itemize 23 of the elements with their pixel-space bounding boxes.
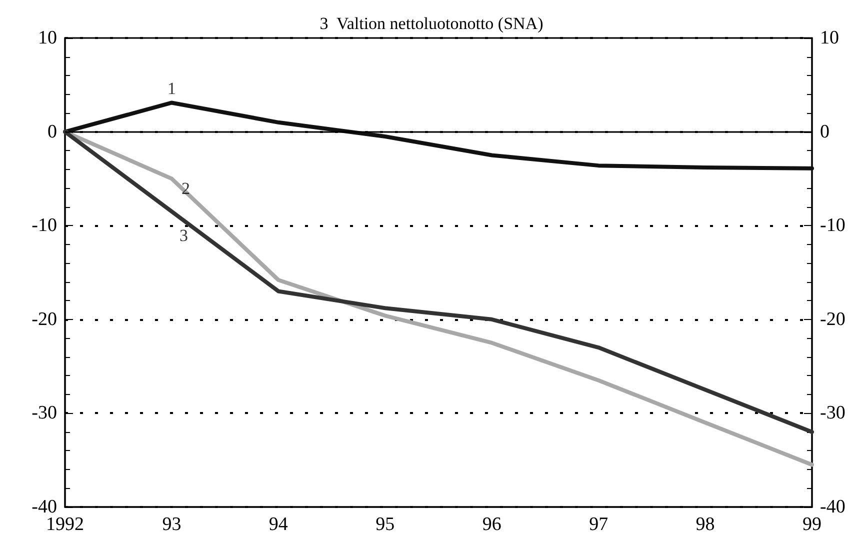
annotation: 1: [167, 79, 176, 98]
x-tick-label: 98: [696, 514, 715, 535]
y-tick-label: 10: [38, 28, 57, 48]
y-tick-label: -10: [32, 215, 57, 236]
y2-tick-label: -20: [820, 308, 846, 330]
y2-tick-label: 0: [820, 121, 830, 142]
x-tick-label: 97: [589, 514, 608, 535]
y2-tick-label: 10: [820, 28, 839, 48]
line-series: [63, 100, 814, 170]
x-tick-label: 93: [162, 514, 182, 535]
y-tick-label: -20: [32, 308, 57, 330]
x-tick-label: 96: [482, 514, 502, 535]
chart-title: 3 Valtion nettoluotonotto (SNA): [320, 14, 544, 33]
x-tick-label: 99: [802, 514, 822, 535]
y2-tick-label: -30: [820, 402, 846, 424]
annotation: 2: [181, 179, 190, 198]
y-tick-label: -30: [32, 402, 57, 424]
x-tick-label: 95: [376, 514, 395, 535]
y2-tick-label: -40: [820, 496, 846, 518]
y-tick-label: 0: [48, 121, 57, 142]
x-tick-label: 94: [268, 514, 288, 535]
annotation: 3: [179, 226, 188, 246]
y2-tick-label: -10: [820, 215, 846, 236]
